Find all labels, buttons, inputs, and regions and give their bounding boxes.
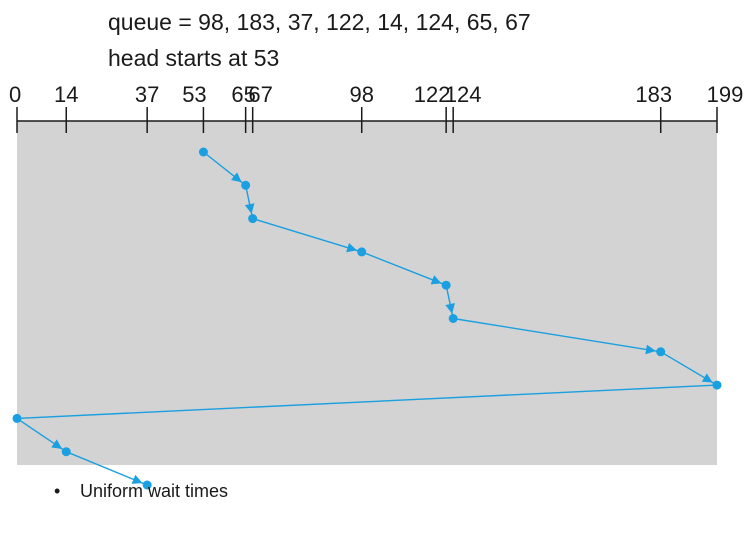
axis-tick-label-53: 53 [182,82,206,107]
axis-tick-label-67: 67 [248,82,272,107]
axis-tick-label-124: 124 [445,82,482,107]
path-point-124 [448,314,458,323]
direction-arrow-icon [430,275,442,285]
direction-arrow-icon [445,302,455,314]
axis-tick-label-65: 65 [231,82,255,107]
bullet-symbol: • [54,481,61,501]
path-segment-124-to-183 [453,317,661,353]
direction-arrow-icon [230,172,242,183]
queue-label: queue = 98, 183, 37, 122, 14, 124, 65, 6… [108,9,531,35]
head-start-label: head starts at 53 [108,45,280,71]
path-point-199 [712,380,722,390]
path-point-122 [441,280,451,290]
direction-arrow-icon [346,242,357,253]
direction-arrow-icon [131,474,143,484]
axis-tick-label-98: 98 [349,82,373,107]
bullet-item: • Uniform wait times [54,479,228,503]
path-segment-67-to-98 [252,217,362,253]
axis-tick-label-37: 37 [135,82,159,107]
direction-arrow-icon [51,439,63,449]
path-point-14 [61,447,71,457]
path-point-65 [241,180,251,190]
axis-tick-label-0: 0 [9,82,21,107]
direction-arrow-icon [701,373,713,383]
direction-arrow-icon [244,203,255,214]
axis-tick-label-199: 199 [707,82,744,107]
axis-tick-label-14: 14 [54,82,78,107]
axis-tick-label-122: 122 [414,82,451,107]
bullet-text: Uniform wait times [80,481,229,501]
path-point-67 [248,214,258,224]
plot-panel [17,121,717,465]
path-point-98 [357,247,367,257]
axis-tick-label-183: 183 [635,82,672,107]
path-point-0 [12,413,22,423]
path-segment-199-to-0 [16,384,718,420]
path-point-183 [656,347,666,357]
path-point-53 [198,147,208,157]
path-point-37 [142,480,152,490]
